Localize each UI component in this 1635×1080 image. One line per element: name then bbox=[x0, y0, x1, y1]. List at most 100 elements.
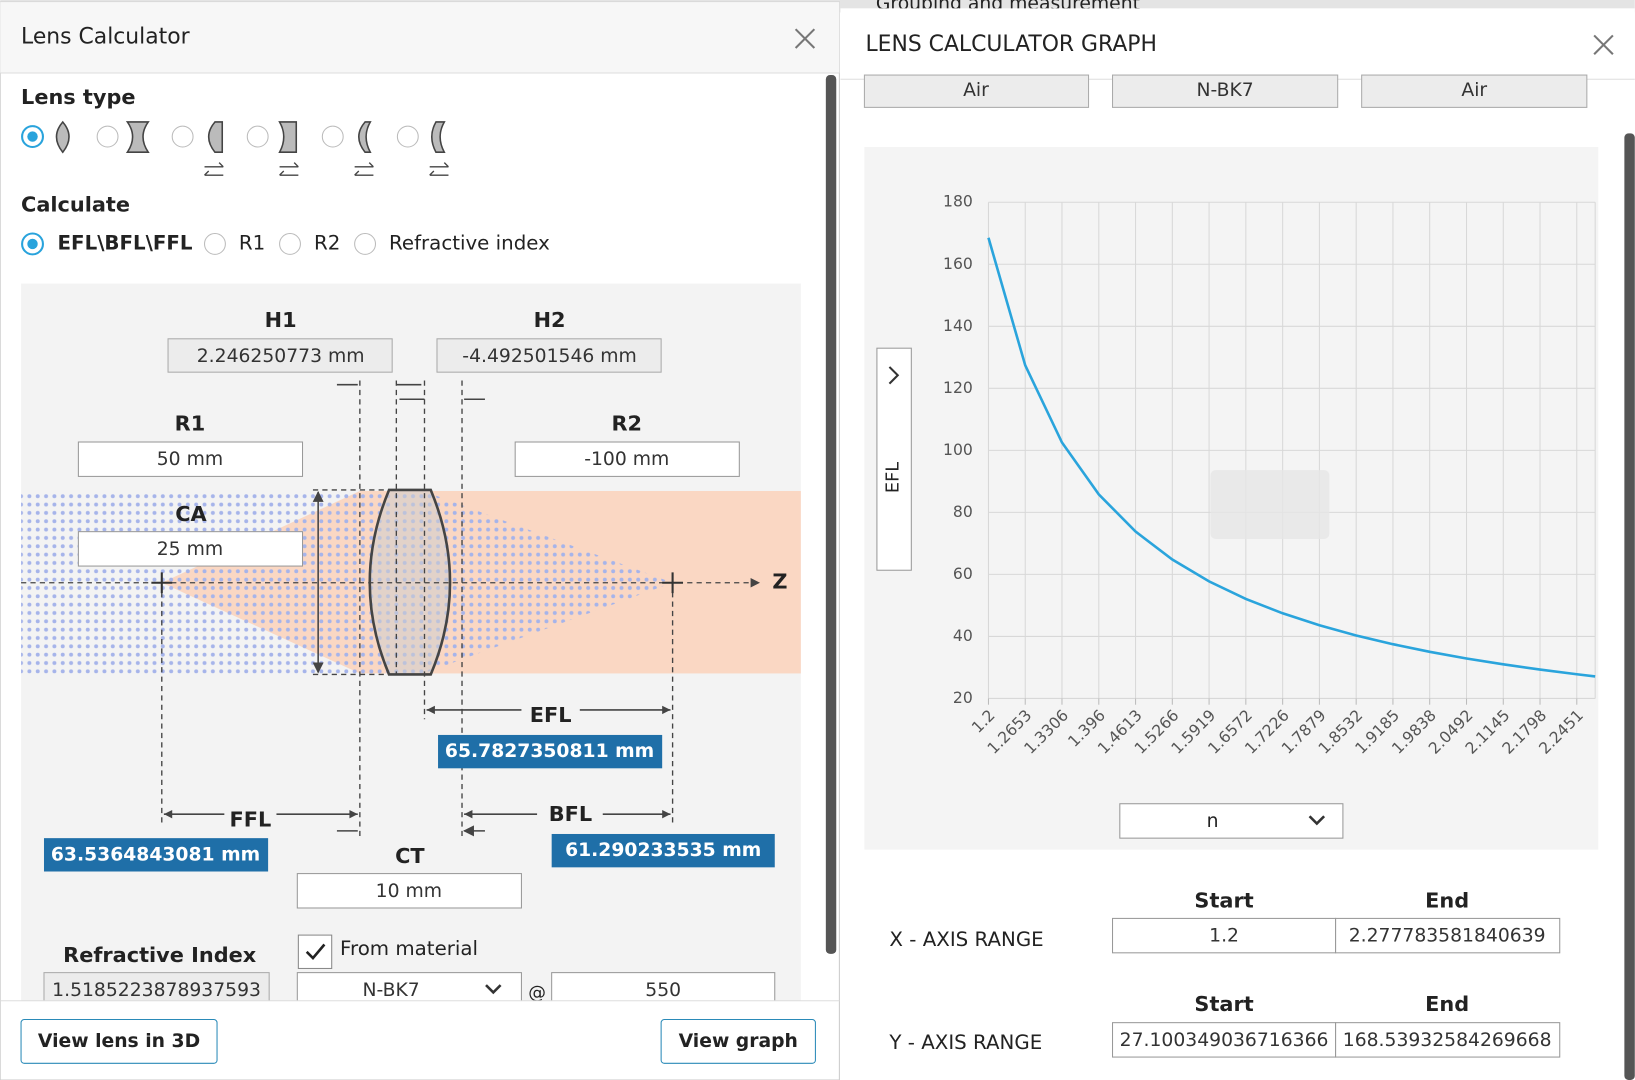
wavelength-input[interactable] bbox=[551, 972, 776, 1007]
lens-icon bbox=[358, 121, 372, 153]
radio[interactable] bbox=[279, 232, 301, 255]
param-value: 50 mm bbox=[157, 449, 223, 470]
param-input bbox=[436, 338, 662, 373]
radio[interactable] bbox=[354, 232, 377, 255]
radio[interactable] bbox=[204, 232, 226, 255]
range-input[interactable] bbox=[1111, 1022, 1337, 1058]
view-3d-button[interactable] bbox=[20, 1019, 218, 1064]
lens-icon bbox=[207, 121, 224, 153]
param-label: CA bbox=[175, 502, 207, 526]
section-label: Calculate bbox=[21, 192, 130, 216]
y-tick-label: 140 bbox=[943, 316, 973, 335]
x-selector[interactable] bbox=[1119, 803, 1344, 839]
param-label: Refractive Index bbox=[63, 943, 257, 967]
button-label: View graph bbox=[679, 1031, 798, 1052]
small-arrows bbox=[336, 383, 485, 831]
y-tick-label: 80 bbox=[953, 502, 973, 521]
section-label: Lens type bbox=[21, 85, 135, 109]
option-label: R1 bbox=[239, 231, 265, 254]
focal-point bbox=[151, 572, 684, 594]
radio-dot bbox=[27, 238, 38, 250]
chevron bbox=[485, 984, 502, 995]
range-input[interactable] bbox=[1111, 917, 1337, 954]
panel-title: LENS CALCULATOR GRAPH bbox=[865, 32, 1156, 57]
param-input[interactable] bbox=[77, 531, 304, 567]
y-tick-label: 20 bbox=[953, 688, 973, 707]
check-mark bbox=[305, 943, 326, 960]
material-value: N-BK7 bbox=[363, 980, 420, 1001]
range-header: End bbox=[1425, 992, 1469, 1016]
medium-label: Air bbox=[1461, 80, 1487, 101]
material-select[interactable] bbox=[296, 972, 522, 1007]
radio[interactable] bbox=[171, 125, 194, 148]
param-input[interactable] bbox=[77, 441, 304, 477]
param-label: FFL bbox=[230, 807, 272, 831]
option-label: EFL\BFL\FFL bbox=[58, 231, 193, 254]
axis-label: Z bbox=[772, 570, 787, 594]
range-header: End bbox=[1425, 889, 1469, 913]
radio[interactable] bbox=[396, 125, 419, 148]
radio[interactable] bbox=[96, 125, 119, 148]
view-graph-button[interactable] bbox=[660, 1019, 816, 1064]
chevron bbox=[888, 366, 900, 385]
lens-calculator: Lens Calculator Lens type Calculate EFL\… bbox=[0, 1, 840, 1080]
result-value: 65.7827350811 mm bbox=[445, 741, 654, 762]
result-box bbox=[43, 838, 269, 872]
param-label: CT bbox=[395, 844, 425, 868]
option-label: R2 bbox=[314, 231, 340, 254]
y-tick-label: 60 bbox=[953, 564, 973, 583]
y-tick-label: 40 bbox=[953, 626, 973, 645]
at-sign: @ bbox=[528, 983, 546, 1003]
param-value: 10 mm bbox=[376, 881, 442, 902]
radio[interactable] bbox=[246, 125, 269, 148]
chevron bbox=[1308, 815, 1326, 826]
result-box bbox=[438, 734, 663, 769]
param-label: H2 bbox=[534, 308, 566, 332]
checkbox-label: From material bbox=[340, 937, 478, 960]
wavelength-value: 550 bbox=[645, 980, 681, 1001]
scrollbar[interactable] bbox=[825, 75, 837, 954]
range-value: 27.100349036716366 bbox=[1120, 1030, 1329, 1051]
y-selector-label: EFL bbox=[884, 462, 904, 493]
range-label: X - AXIS RANGE bbox=[889, 928, 1043, 951]
medium-button[interactable] bbox=[1111, 74, 1339, 108]
tooltip bbox=[1210, 470, 1330, 539]
guide-lines bbox=[161, 380, 674, 840]
scrollbar[interactable] bbox=[1624, 133, 1635, 1080]
close-button[interactable] bbox=[1593, 34, 1614, 55]
range-value: 1.2 bbox=[1209, 926, 1239, 947]
param-label: R2 bbox=[611, 411, 642, 435]
lens-type-options[interactable] bbox=[21, 120, 449, 176]
result-value: 61.290233535 mm bbox=[565, 840, 761, 861]
lens-icon bbox=[125, 121, 150, 153]
header bbox=[0, 2, 840, 73]
checkbox[interactable] bbox=[297, 934, 333, 969]
radio[interactable] bbox=[321, 125, 344, 148]
close-button[interactable] bbox=[794, 28, 816, 49]
content: Lens type Calculate EFL\BFL\FFL R1 R2 Re… bbox=[21, 85, 801, 1007]
range-input[interactable] bbox=[1335, 917, 1561, 954]
param-label: H1 bbox=[265, 308, 297, 332]
medium-label: Air bbox=[963, 80, 989, 101]
param-input[interactable] bbox=[514, 441, 740, 477]
y-selector[interactable] bbox=[876, 347, 912, 571]
y-tick-label: 100 bbox=[943, 440, 973, 459]
medium-button[interactable] bbox=[1361, 74, 1588, 108]
param-value: -4.492501546 mm bbox=[462, 346, 637, 367]
range-label: Y - AXIS RANGE bbox=[888, 1031, 1042, 1054]
param-input bbox=[43, 972, 270, 1001]
flip-icon[interactable] bbox=[204, 162, 449, 176]
panel-title: Lens Calculator bbox=[21, 25, 190, 50]
range-input[interactable] bbox=[1335, 1022, 1561, 1058]
medium-button[interactable] bbox=[863, 74, 1090, 108]
result-value: 63.5364843081 mm bbox=[51, 844, 260, 865]
data-line bbox=[987, 237, 1596, 678]
range-header: Start bbox=[1194, 889, 1253, 913]
y-tick-label: 180 bbox=[943, 192, 973, 211]
param-input bbox=[167, 338, 393, 373]
lens-icon bbox=[431, 121, 446, 153]
param-label: EFL bbox=[530, 703, 572, 727]
param-input[interactable] bbox=[296, 873, 522, 909]
x-selector-label: n bbox=[1207, 811, 1219, 832]
